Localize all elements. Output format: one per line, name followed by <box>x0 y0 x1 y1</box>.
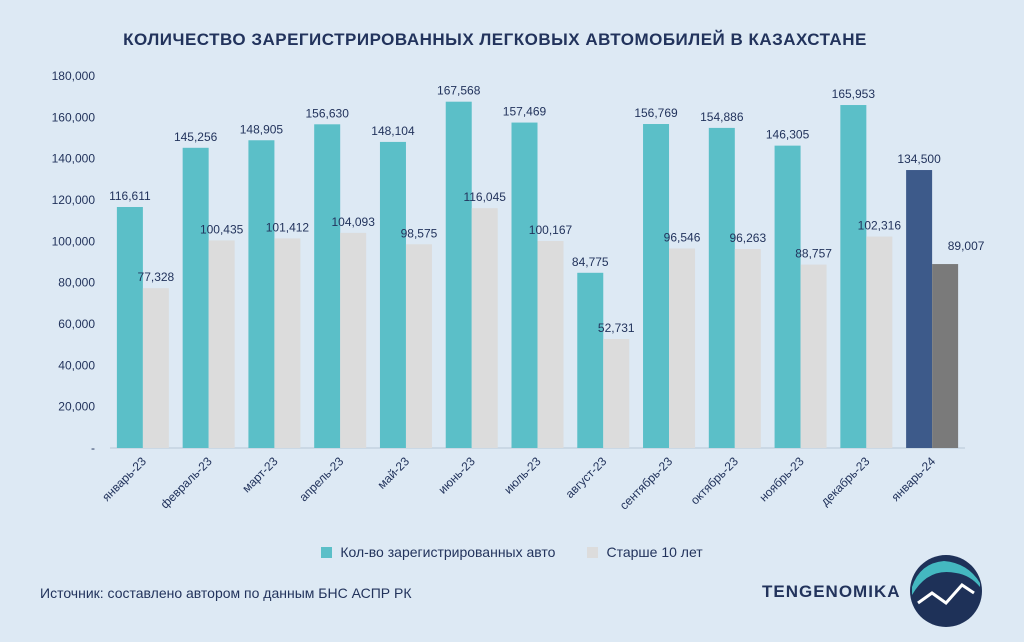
x-tick-label: май-23 <box>375 454 413 492</box>
bar-registered <box>774 145 801 448</box>
bar-registered <box>577 272 604 448</box>
data-label-older: 96,263 <box>729 231 766 245</box>
legend-label-registered: Кол-во зарегистрированных авто <box>340 544 556 560</box>
bar-registered <box>708 127 735 448</box>
data-label-older: 77,328 <box>138 270 175 284</box>
bar-older <box>340 232 367 448</box>
data-label-registered: 156,630 <box>305 106 349 120</box>
data-label-older: 88,757 <box>795 247 832 261</box>
data-label-registered: 156,769 <box>634 106 678 120</box>
data-label-older: 89,007 <box>948 239 985 253</box>
bar-registered <box>248 140 275 448</box>
x-tick-label: апрель-23 <box>296 454 346 504</box>
bar-older <box>866 236 893 448</box>
data-label-registered: 148,104 <box>371 124 415 138</box>
x-tick-label: январь-23 <box>99 454 149 504</box>
brand-name: TENGENOMIKA <box>762 582 901 601</box>
x-tick-label: февраль-23 <box>158 454 215 511</box>
bar-older <box>274 238 301 448</box>
data-label-older: 100,167 <box>529 223 573 237</box>
x-tick-label: октябрь-23 <box>688 454 741 507</box>
bar-older <box>932 264 959 448</box>
y-tick-label: 100,000 <box>52 234 96 248</box>
data-label-registered: 134,500 <box>897 152 941 166</box>
source-note: Источник: составлено автором по данным Б… <box>40 585 412 601</box>
data-label-registered: 167,568 <box>437 84 481 98</box>
bar-registered <box>643 124 670 448</box>
y-tick-label: 160,000 <box>52 110 96 124</box>
bar-registered <box>116 207 143 448</box>
x-tick-label: декабрь-23 <box>818 454 873 509</box>
legend: Кол-во зарегистрированных авто Старше 10… <box>0 544 1024 560</box>
chart-title: КОЛИЧЕСТВО ЗАРЕГИСТРИРОВАННЫХ ЛЕГКОВЫХ А… <box>123 30 867 49</box>
brand-logo-icon <box>910 555 982 627</box>
bar-chart: - 20,000 40,000 60,000 80,000 100,000 120,000 1… <box>52 69 985 513</box>
bar-older <box>734 249 761 448</box>
bar-older <box>405 244 432 448</box>
bar-registered <box>511 122 538 449</box>
y-tick-label: 60,000 <box>58 317 95 331</box>
data-label-older: 96,546 <box>664 230 701 244</box>
data-label-registered: 84,775 <box>572 255 609 269</box>
legend-swatch-older <box>587 546 599 558</box>
data-label-older: 102,316 <box>858 219 902 233</box>
x-tick-label: июнь-23 <box>435 454 478 497</box>
x-tick-label: март-23 <box>239 454 280 495</box>
data-label-registered: 148,905 <box>240 122 284 136</box>
bar-older <box>471 208 498 448</box>
legend-swatch-registered <box>321 546 333 558</box>
data-label-older: 98,575 <box>401 226 438 240</box>
bar-registered <box>445 101 472 448</box>
data-label-registered: 145,256 <box>174 130 218 144</box>
x-tick-label: август-23 <box>563 454 610 501</box>
data-label-older: 100,435 <box>200 222 244 236</box>
y-tick-label: 40,000 <box>58 358 95 372</box>
bar-registered <box>314 124 341 448</box>
bar-older <box>208 240 235 448</box>
data-label-older: 52,731 <box>598 321 635 335</box>
legend-item-older: Старше 10 лет <box>587 544 703 560</box>
y-tick-label: 180,000 <box>52 69 96 83</box>
x-tick-label: июль-23 <box>501 454 544 497</box>
bar-registered <box>840 105 867 449</box>
data-label-registered: 116,611 <box>109 189 151 203</box>
x-tick-label: сентябрь-23 <box>617 454 676 513</box>
bar-older <box>603 339 630 448</box>
bar-registered <box>379 141 406 448</box>
x-tick-label: январь-24 <box>889 454 939 504</box>
data-label-registered: 146,305 <box>766 128 810 142</box>
data-label-registered: 154,886 <box>700 110 744 124</box>
data-label-older: 116,045 <box>463 190 506 204</box>
data-label-older: 104,093 <box>331 215 375 229</box>
x-tick-label: ноябрь-23 <box>757 454 807 504</box>
bar-older <box>537 240 564 448</box>
bar-registered <box>182 147 209 448</box>
data-label-registered: 157,469 <box>503 105 547 119</box>
y-tick-label: 80,000 <box>58 276 95 290</box>
bar-older <box>669 248 696 448</box>
bar-registered <box>906 170 933 449</box>
bar-older <box>142 288 169 448</box>
y-tick-label: 20,000 <box>58 400 95 414</box>
y-tick-label: - <box>91 441 95 455</box>
data-label-older: 101,412 <box>266 220 310 234</box>
data-label-registered: 165,953 <box>832 87 876 101</box>
y-tick-label: 140,000 <box>52 152 96 166</box>
bar-older <box>800 264 827 448</box>
y-tick-label: 120,000 <box>52 193 96 207</box>
legend-label-older: Старше 10 лет <box>606 544 703 560</box>
legend-item-registered: Кол-во зарегистрированных авто <box>321 544 555 560</box>
